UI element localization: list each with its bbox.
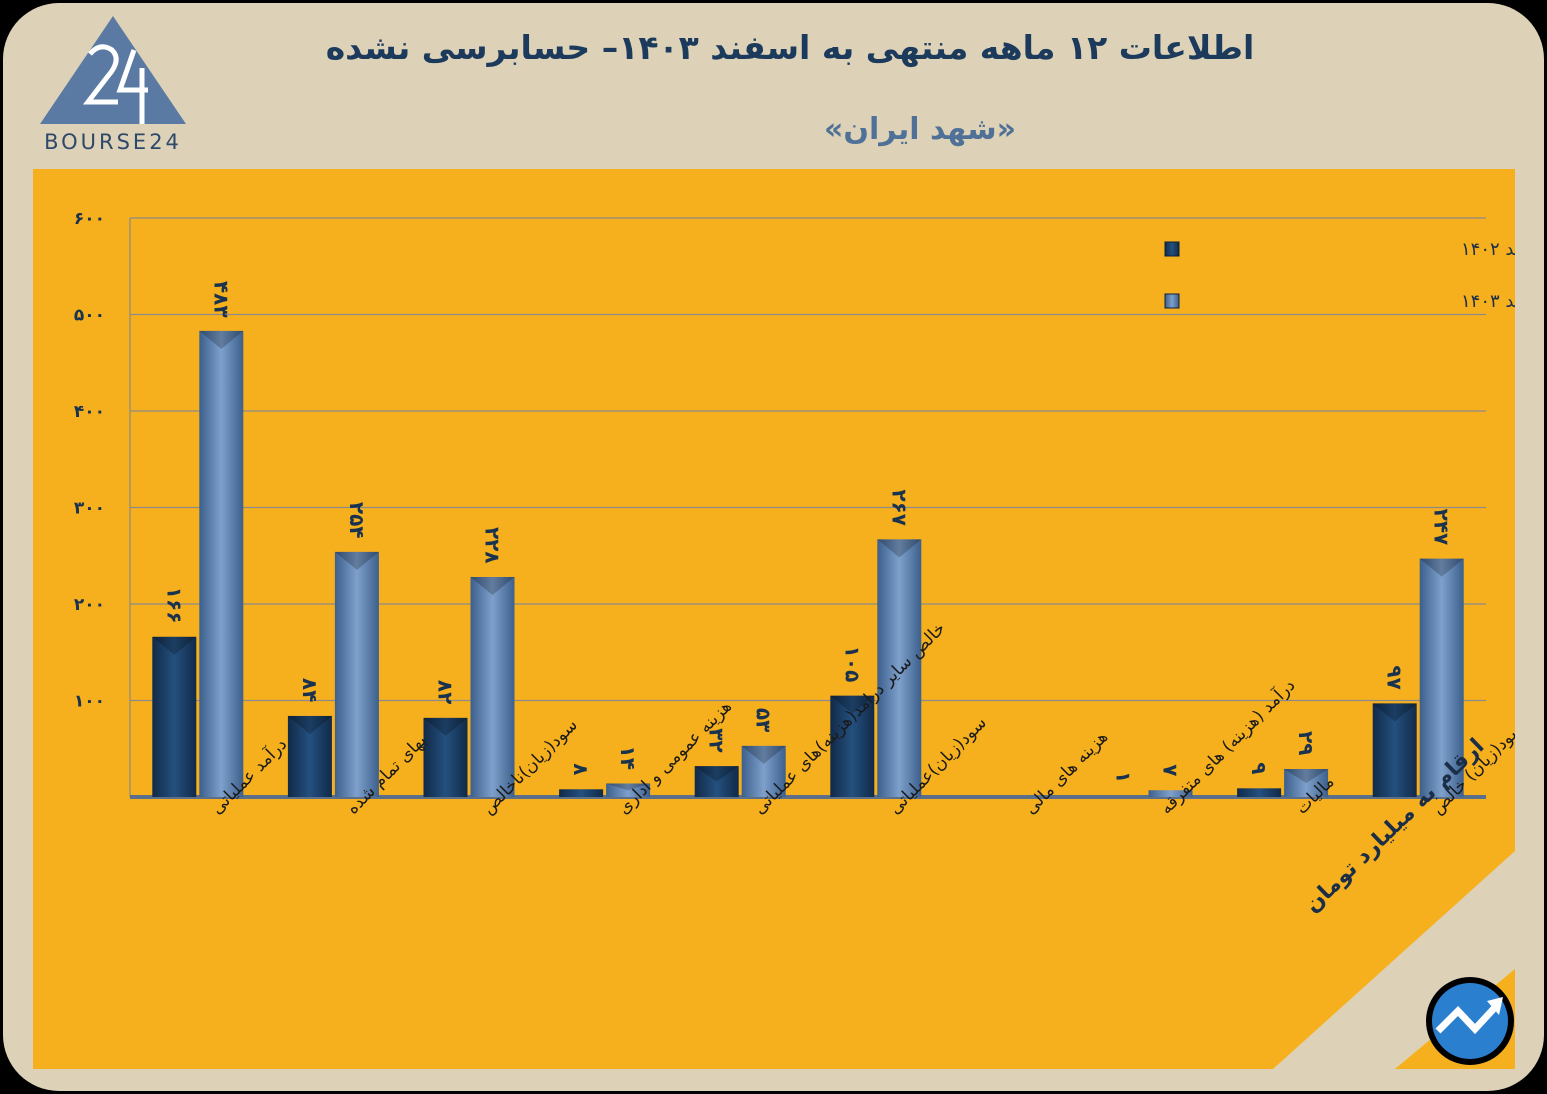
value-label: ۸۴ bbox=[298, 678, 322, 702]
trend-arrowhead-icon bbox=[1487, 997, 1503, 1015]
chart-panel: ۱۰۰ ۲۰۰ ۳۰۰ ۴۰۰ ۵۰۰ ۶۰۰ ۱۶۶ ۴۸۳ درآمد عملیاتی ۸۴… bbox=[33, 169, 1515, 1069]
logo-text: BOURSE24 bbox=[44, 130, 182, 154]
legend-label: عملکرد منتهی به اسفند ۱۴۰۲ bbox=[1461, 239, 1515, 260]
bar-1403 bbox=[334, 551, 379, 797]
bar-1402-bevel bbox=[1372, 703, 1417, 722]
bar-layer bbox=[152, 330, 1464, 797]
value-label: ۵۳ bbox=[752, 708, 776, 732]
bar-1402 bbox=[559, 789, 604, 797]
bar-1402 bbox=[830, 695, 875, 797]
bar-1402 bbox=[423, 717, 468, 797]
value-label: ۸ bbox=[569, 763, 593, 775]
bar-1402 bbox=[152, 636, 197, 797]
legend-swatch-bar-1402 bbox=[1164, 241, 1180, 257]
trend-arrow-icon bbox=[1435, 1000, 1502, 1035]
bar-1402-bevel bbox=[152, 636, 197, 655]
bar-1403 bbox=[606, 783, 651, 797]
bar-1402-bevel bbox=[423, 717, 468, 736]
legend: عملکرد منتهی به اسفند ۱۴۰۲ عملکرد منتهی ب… bbox=[1164, 239, 1515, 312]
y-tick-label: ۳۰۰ bbox=[74, 499, 105, 519]
bar-1402 bbox=[287, 715, 332, 797]
value-label: ۴۸۳ bbox=[209, 281, 233, 318]
value-label: ۲۵۴ bbox=[345, 502, 369, 539]
value-label: ۱۶۶ bbox=[162, 587, 186, 624]
page-subtitle: «شهد ایران» bbox=[824, 112, 1016, 147]
value-label: ۳۲ bbox=[705, 728, 729, 752]
bar-1403 bbox=[1284, 769, 1329, 797]
bar-1403-bevel bbox=[199, 330, 244, 349]
bar-1402 bbox=[1372, 703, 1417, 797]
legend-swatch-bar-1403 bbox=[1164, 293, 1180, 309]
y-tick-label: ۱۰۰ bbox=[74, 692, 105, 712]
bar-1402-bevel bbox=[287, 715, 332, 734]
page-title: اطلاعات ۱۲ ماهه منتهی به اسفند ۱۴۰۳– حسا… bbox=[325, 28, 1255, 67]
bourse24-logo bbox=[40, 16, 186, 124]
corner-ribbon bbox=[1273, 851, 1515, 1069]
logo-digit-2 bbox=[82, 44, 119, 105]
bar-1403-bevel bbox=[877, 539, 922, 558]
bar-1402-bevel bbox=[830, 695, 875, 714]
value-label: ۱۴ bbox=[616, 745, 640, 769]
value-label: ۷ bbox=[1159, 764, 1183, 776]
bar-1403 bbox=[199, 330, 244, 797]
value-label: ۲۶۷ bbox=[887, 489, 911, 526]
value-label: ۲۹ bbox=[1294, 731, 1318, 755]
value-label: ۸۲ bbox=[434, 680, 458, 704]
y-tick-label: ۴۰۰ bbox=[74, 402, 105, 422]
bar-1403-bevel bbox=[1284, 769, 1329, 784]
bar-1402 bbox=[1237, 788, 1282, 797]
value-label: ۱۰۵ bbox=[840, 646, 864, 683]
value-label: ۹۷ bbox=[1383, 665, 1407, 689]
bar-1403 bbox=[877, 539, 922, 797]
bar-1403 bbox=[1419, 558, 1464, 797]
bar-1403 bbox=[1148, 790, 1193, 797]
logo-digit-4 bbox=[116, 49, 148, 124]
y-tick-label: ۵۰۰ bbox=[74, 306, 105, 326]
bar-1402 bbox=[694, 766, 739, 797]
bar-1403-bevel bbox=[334, 551, 379, 570]
value-label: ۲۲۸ bbox=[481, 527, 505, 564]
bar-1403-bevel bbox=[741, 745, 786, 764]
bar-1403-bevel bbox=[470, 576, 515, 595]
bar-1403-bevel bbox=[606, 783, 651, 791]
grid-layer bbox=[130, 217, 1486, 702]
bar-1402-bevel bbox=[694, 766, 739, 782]
y-tick-label: ۲۰۰ bbox=[74, 595, 105, 615]
value-label: ۲۴۷ bbox=[1430, 509, 1454, 546]
bar-1403-bevel bbox=[1419, 558, 1464, 577]
x-tick-label: هزینه های مالی bbox=[1021, 727, 1112, 818]
bar-1403 bbox=[470, 576, 515, 797]
bar-1403 bbox=[741, 745, 786, 797]
y-tick-label: ۶۰۰ bbox=[74, 209, 105, 229]
value-label: ۱ bbox=[1112, 771, 1136, 783]
legend-label: عملکرد منتهی به اسفند ۱۴۰۳ bbox=[1461, 291, 1515, 312]
value-label: ۹ bbox=[1247, 762, 1271, 774]
